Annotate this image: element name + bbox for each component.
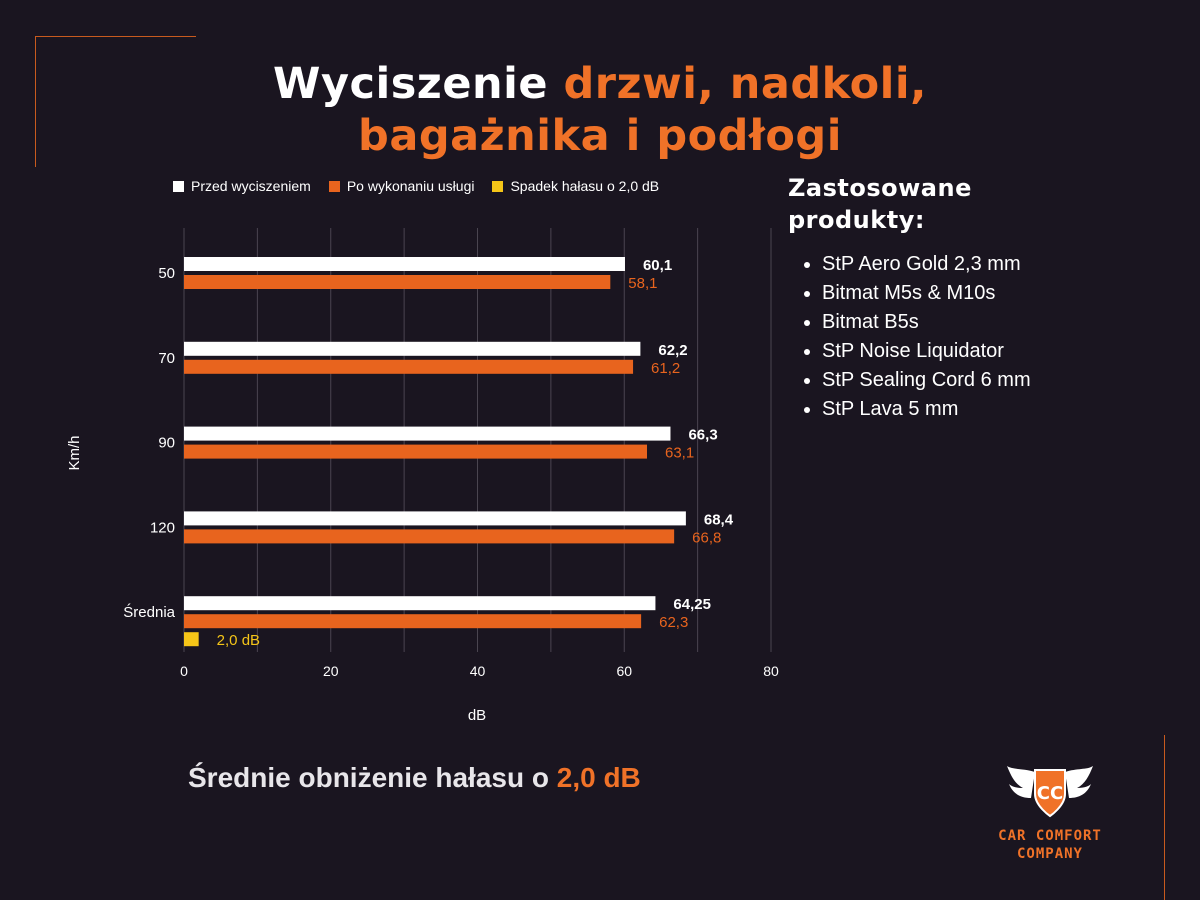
x-tick-label: 60 <box>616 663 632 679</box>
logo-line-1: CAR COMFORT <box>998 828 1102 844</box>
data-label-before: 60,1 <box>643 257 672 274</box>
product-item: Bitmat B5s <box>822 308 1031 337</box>
bar-drop <box>184 632 199 647</box>
legend-swatch-after <box>328 180 340 192</box>
bar-after <box>184 444 647 459</box>
title-part-1: Wyciszenie <box>273 59 564 109</box>
bar-before <box>184 341 641 356</box>
bar-before <box>184 596 656 611</box>
data-label-before: 62,2 <box>658 342 687 359</box>
product-item: StP Aero Gold 2,3 mm <box>822 250 1031 279</box>
bar-chart: 0 20 40 60 80 dB Km/h 50 60,158,1 70 62,261,2 90 66,… <box>66 228 779 724</box>
data-label-after: 63,1 <box>665 445 694 462</box>
legend-label-before: Przed wyciszeniem <box>191 178 311 194</box>
products-heading-line-2: produkty: <box>788 206 925 234</box>
data-label-drop: 2,0 dB <box>217 632 260 649</box>
decorative-frame-top-left <box>35 36 196 167</box>
decorative-frame-bottom-right <box>1004 735 1165 900</box>
svg-text:CC: CC <box>1037 783 1063 804</box>
legend-item-before: Przed wyciszeniem <box>173 178 311 194</box>
y-tick-label: 50 <box>158 265 175 282</box>
bar-after <box>184 614 642 629</box>
x-tick-label: 20 <box>323 663 339 679</box>
cc-winged-shield-logo-icon: CC <box>1007 766 1093 818</box>
bar-after <box>184 529 675 544</box>
data-label-after: 58,1 <box>628 275 657 292</box>
products-list: StP Aero Gold 2,3 mm Bitmat M5s & M10s B… <box>800 250 1031 424</box>
x-axis-label: dB <box>468 707 486 724</box>
summary-label: Średnie obniżenie hałasu o <box>188 762 557 793</box>
y-axis-label: Km/h <box>66 435 83 470</box>
legend-item-drop: Spadek hałasu o 2,0 dB <box>492 178 659 194</box>
legend-swatch-drop <box>492 180 504 192</box>
legend-label-after: Po wykonaniu usługi <box>346 178 475 194</box>
legend-item-after: Po wykonaniu usługi <box>328 178 475 194</box>
data-label-before: 64,25 <box>673 596 711 613</box>
title-part-2: drzwi, nadkoli, <box>563 59 927 109</box>
product-item: StP Lava 5 mm <box>822 395 1031 424</box>
data-label-after: 66,8 <box>692 529 721 546</box>
data-label-before: 66,3 <box>688 427 717 444</box>
data-label-before: 68,4 <box>704 511 734 528</box>
y-tick-label: 120 <box>150 519 175 536</box>
bar-before <box>184 257 625 271</box>
products-heading: Zastosowane produkty: <box>788 172 972 236</box>
logo-line-2: COMPANY <box>1016 846 1083 862</box>
data-label-after: 62,3 <box>659 614 688 631</box>
summary-text: Średnie obniżenie hałasu o 2,0 dB <box>188 762 641 794</box>
legend-label-drop: Spadek hałasu o 2,0 dB <box>510 178 660 194</box>
title-part-3: bagażnika i podłogi <box>358 111 842 161</box>
y-tick-label: 70 <box>158 350 175 367</box>
products-heading-line-1: Zastosowane <box>788 174 972 202</box>
legend-swatch-before <box>173 180 184 192</box>
y-tick-label: Średnia <box>123 603 175 621</box>
product-item: StP Noise Liquidator <box>822 337 1031 366</box>
product-item: StP Sealing Cord 6 mm <box>822 366 1031 395</box>
y-tick-label: 90 <box>158 435 175 452</box>
summary-value: 2,0 dB <box>556 762 641 793</box>
x-tick-label: 40 <box>470 663 486 679</box>
product-item: Bitmat M5s & M10s <box>822 279 1031 308</box>
bar-before <box>184 426 671 441</box>
chart-legend: Przed wyciszeniem Po wykonaniu usługi Sp… <box>173 178 659 194</box>
bar-before <box>184 511 686 526</box>
page-title: Wyciszenie drzwi, nadkoli, bagażnika i p… <box>0 58 1200 162</box>
bar-after <box>184 275 611 289</box>
x-tick-label: 0 <box>180 663 188 679</box>
x-tick-label: 80 <box>763 663 779 679</box>
bar-after <box>184 359 634 374</box>
data-label-after: 61,2 <box>651 360 680 377</box>
company-logo: CC CAR COMFORT COMPANY <box>975 762 1125 863</box>
